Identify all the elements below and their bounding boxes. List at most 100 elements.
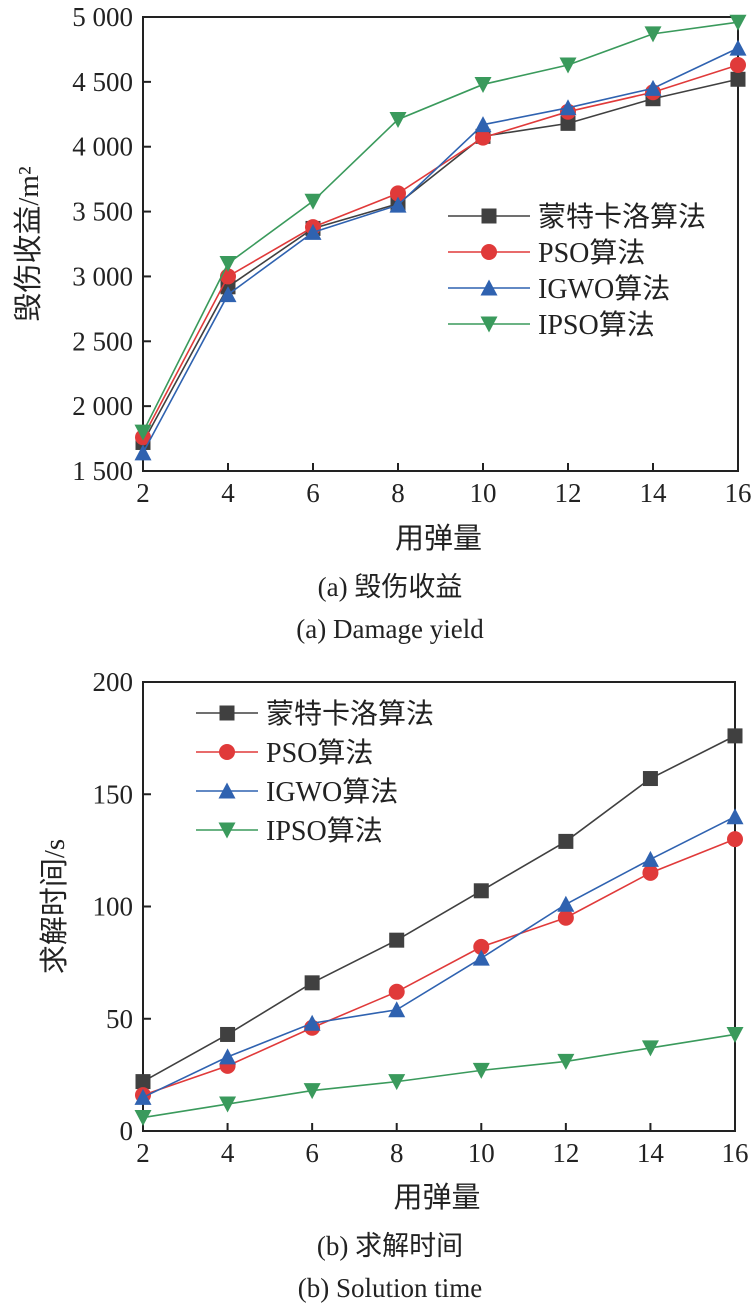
data-point	[730, 71, 746, 87]
data-point	[474, 116, 492, 133]
legend-label: IGWO算法	[266, 776, 398, 808]
y-tick-label: 5 000	[72, 2, 133, 32]
caption-cn: (b) 求解时间	[317, 1231, 463, 1261]
data-point	[219, 1096, 237, 1113]
x-tick-label: 6	[305, 1138, 319, 1168]
data-point	[729, 14, 747, 31]
x-tick-label: 10	[468, 1138, 495, 1168]
series-0	[135, 728, 743, 1090]
data-point	[644, 26, 662, 43]
data-point	[730, 56, 746, 73]
data-point	[303, 1014, 321, 1031]
y-tick-label: 2 500	[72, 326, 133, 356]
legend-marker	[218, 782, 236, 799]
legend-marker	[481, 208, 497, 224]
series-line	[142, 47, 739, 454]
data-point	[134, 444, 152, 461]
data-point	[134, 424, 152, 441]
series-line	[142, 64, 739, 438]
legend-marker	[481, 244, 497, 260]
legend-marker	[219, 744, 235, 760]
y-tick-label: 150	[93, 779, 134, 809]
caption-cn: (a) 毁伤收益	[318, 572, 463, 602]
data-point	[390, 185, 406, 202]
y-axis-label: 求解时间/s	[38, 839, 71, 974]
data-point	[473, 883, 489, 899]
data-point	[304, 975, 320, 991]
data-point	[388, 1001, 406, 1018]
legend-label: PSO算法	[266, 737, 373, 769]
y-tick-label: 100	[93, 892, 134, 922]
data-point	[558, 833, 574, 849]
data-point	[134, 1088, 152, 1105]
series-3	[134, 1026, 744, 1127]
series-line	[142, 838, 736, 1096]
legend-label: IGWO算法	[538, 273, 670, 305]
x-tick-label: 8	[391, 478, 405, 508]
data-point	[303, 1083, 321, 1100]
x-tick-label: 12	[555, 478, 582, 508]
data-point	[388, 983, 405, 1000]
x-tick-label: 10	[470, 478, 497, 508]
y-axis-label: 毁伤收益/m²	[12, 166, 45, 322]
plot-frame	[142, 16, 739, 472]
series-1	[135, 831, 743, 1104]
data-point	[727, 831, 743, 848]
data-point	[220, 1026, 236, 1042]
data-point	[557, 895, 575, 912]
legend: 蒙特卡洛算法 PSO算法 IGWO算法 IPSO算法	[448, 201, 706, 341]
legend-label: IPSO算法	[266, 815, 383, 847]
legend: 蒙特卡洛算法 PSO算法 IGWO算法 IPSO算法	[196, 698, 434, 847]
legend-marker	[219, 705, 235, 721]
data-point	[557, 1053, 575, 1070]
legend-label: 蒙特卡洛算法	[266, 698, 434, 730]
data-point	[472, 1062, 490, 1079]
legend-marker	[218, 822, 236, 839]
data-point	[559, 99, 577, 116]
caption-en: (b) Solution time	[298, 1273, 483, 1303]
caption-en: (a) Damage yield	[296, 614, 484, 644]
series-line	[142, 1033, 736, 1119]
data-point	[134, 1110, 152, 1127]
chart-b: 2 4 6 8 10 12 14 16 0 50 100 150 200 用弹量 求解时间/s 蒙特卡洛算法 P…	[38, 667, 749, 1303]
legend-marker	[480, 279, 498, 296]
x-tick-label: 4	[221, 478, 235, 508]
data-point	[641, 1040, 659, 1057]
y-tick-label: 2 000	[72, 391, 133, 421]
x-tick-label: 6	[306, 478, 320, 508]
x-axis-label: 用弹量	[395, 522, 482, 555]
y-tick-label: 4 000	[72, 132, 133, 162]
x-tick-label: 14	[637, 1138, 665, 1168]
x-tick-label: 2	[136, 1138, 150, 1168]
data-point	[219, 286, 237, 303]
legend-label: PSO算法	[538, 237, 645, 269]
data-point	[475, 129, 491, 146]
y-tick-label: 3 000	[72, 261, 133, 291]
series-2	[134, 808, 744, 1105]
data-point	[557, 909, 574, 926]
y-tick-label: 0	[120, 1116, 134, 1146]
x-tick-label: 14	[640, 478, 668, 508]
data-point	[389, 196, 407, 213]
data-point	[727, 728, 743, 744]
y-tick-label: 1 500	[72, 456, 133, 486]
data-point	[219, 255, 237, 272]
y-tick-label: 200	[93, 667, 134, 697]
x-tick-label: 4	[221, 1138, 235, 1168]
x-tick-label: 16	[722, 1138, 749, 1168]
data-point	[642, 771, 658, 787]
data-point	[388, 1074, 406, 1091]
data-point	[472, 949, 490, 966]
series-2	[134, 39, 747, 461]
series-line	[142, 735, 736, 1083]
data-point	[389, 111, 407, 128]
y-tick-label: 3 500	[72, 197, 133, 227]
data-point	[304, 223, 322, 240]
legend-marker	[480, 316, 498, 333]
data-point	[473, 938, 490, 955]
legend-label: 蒙特卡洛算法	[538, 201, 706, 233]
data-point	[560, 115, 576, 131]
data-point	[304, 193, 322, 210]
data-point	[219, 1048, 237, 1065]
